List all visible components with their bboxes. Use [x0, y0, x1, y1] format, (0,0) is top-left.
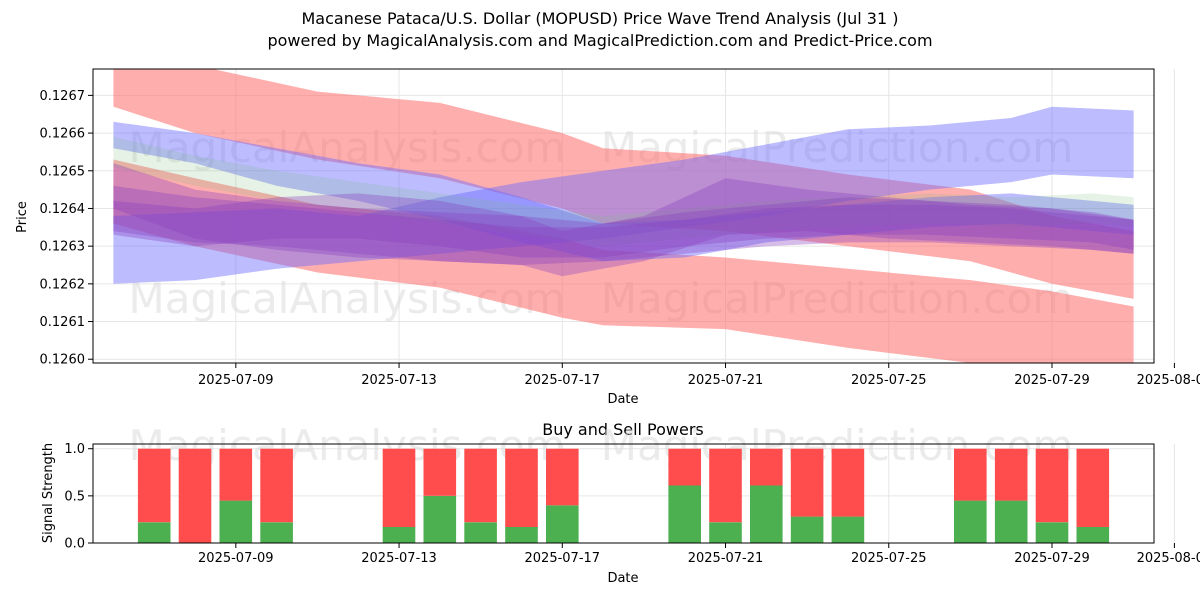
power-y-tick-label: 0.5 — [64, 489, 85, 504]
buy-bar — [1076, 527, 1110, 543]
price-x-tick-label: 2025-07-29 — [1014, 373, 1090, 388]
wave-band-green — [113, 136, 1134, 247]
sell-bar — [1035, 448, 1069, 523]
power-x-tick-label: 2025-08-01 — [1137, 551, 1200, 566]
price-x-tick-label: 2025-08-01 — [1137, 373, 1200, 388]
buy-bar — [750, 485, 783, 543]
power-y-tick-label: 1.0 — [64, 442, 85, 457]
buy-bar — [994, 500, 1028, 543]
power-x-axis-label: Date — [607, 571, 638, 586]
wave-band-red — [113, 159, 1134, 363]
buy-bar — [382, 527, 416, 543]
buy-bar — [464, 522, 497, 543]
sell-bar — [954, 448, 987, 501]
sell-bar — [505, 448, 538, 527]
buy-bar — [505, 527, 538, 543]
price-y-axis-label: Price — [15, 201, 30, 233]
sell-bar — [382, 448, 416, 527]
power-x-tick-label: 2025-07-25 — [851, 551, 927, 566]
sell-bar — [464, 448, 497, 523]
sell-bar — [546, 448, 579, 506]
price-y-tick-label: 0.1260 — [40, 353, 86, 368]
price-x-tick-label: 2025-07-21 — [688, 373, 764, 388]
power-plot-frame — [92, 443, 1155, 544]
wave-band-purple — [113, 185, 1134, 265]
sell-bar — [994, 448, 1028, 501]
price-x-tick-label: 2025-07-17 — [525, 373, 601, 388]
wave-band-blue — [113, 121, 1134, 262]
price-x-tick-label: 2025-07-25 — [851, 373, 927, 388]
power-x-tick-label: 2025-07-09 — [198, 551, 274, 566]
sell-bar — [423, 448, 457, 496]
sell-bar — [709, 448, 742, 523]
sell-bar — [260, 448, 293, 523]
buy-bar — [1035, 522, 1069, 543]
power-chart-title: Buy and Sell Powers — [542, 420, 704, 439]
price-x-axis-label: Date — [607, 392, 638, 407]
price-y-tick-label: 0.1261 — [40, 315, 86, 330]
power-y-tick-label: 0.0 — [64, 537, 85, 552]
sell-bar — [668, 448, 701, 486]
buy-bar — [709, 522, 742, 543]
chart-title: Macanese Pataca/U.S. Dollar (MOPUSD) Pri… — [301, 9, 899, 28]
sell-bar — [831, 448, 865, 517]
chart-subtitle: powered by MagicalAnalysis.com and Magic… — [267, 31, 933, 50]
buy-bar — [546, 505, 579, 543]
power-x-tick-label: 2025-07-21 — [688, 551, 764, 566]
power-x-tick-label: 2025-07-13 — [361, 551, 437, 566]
sell-bar — [790, 448, 824, 517]
price-y-tick-label: 0.1265 — [40, 164, 86, 179]
power-y-axis-label: Signal Strength — [41, 443, 56, 543]
price-x-tick-label: 2025-07-13 — [361, 373, 437, 388]
sell-bar — [219, 448, 253, 501]
wave-band-blue — [113, 106, 1134, 284]
sell-bar — [750, 448, 783, 486]
wave-band-red — [113, 69, 1134, 299]
buy-bar — [790, 516, 824, 543]
price-y-tick-label: 0.1267 — [40, 89, 86, 104]
buy-bar — [831, 516, 865, 543]
buy-bar — [954, 500, 987, 543]
buy-bar — [668, 485, 701, 543]
price-y-tick-label: 0.1266 — [40, 127, 86, 142]
price-y-tick-label: 0.1263 — [40, 240, 86, 255]
price-y-tick-label: 0.1262 — [40, 277, 86, 292]
sell-bar — [178, 448, 212, 543]
buy-bar — [260, 522, 293, 543]
buy-bar — [137, 522, 171, 543]
buy-bar — [423, 495, 457, 543]
power-x-tick-label: 2025-07-17 — [525, 551, 601, 566]
price-y-tick-label: 0.1264 — [40, 202, 86, 217]
power-x-tick-label: 2025-07-29 — [1014, 551, 1090, 566]
sell-bar — [137, 448, 171, 523]
price-x-tick-label: 2025-07-09 — [198, 373, 274, 388]
wave-band-purple — [113, 193, 1134, 258]
price-plot-frame — [92, 68, 1155, 364]
sell-bar — [1076, 448, 1110, 527]
buy-bar — [219, 500, 253, 543]
wave-band-purple — [113, 163, 1134, 277]
